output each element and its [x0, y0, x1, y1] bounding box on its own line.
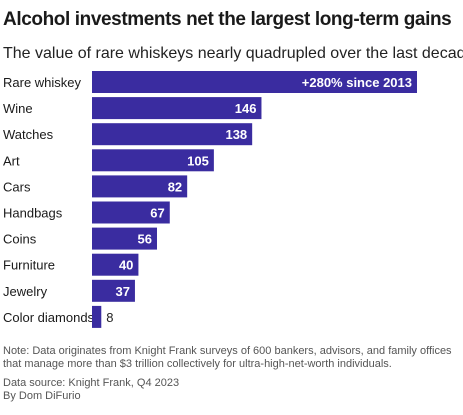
category-label: Color diamonds: [3, 310, 95, 325]
category-label: Rare whiskey: [3, 75, 82, 90]
data-label: 138: [225, 127, 247, 142]
data-label: 82: [168, 179, 182, 194]
data-label: 105: [187, 153, 209, 168]
bar-chart: Rare whiskey +280% since 2013 Wine 146 Watch…: [3, 71, 417, 328]
data-label: 8: [106, 310, 113, 325]
data-label: +280% since 2013: [302, 75, 412, 90]
bar: [92, 123, 253, 146]
bar: [92, 175, 188, 198]
data-label: 146: [235, 101, 257, 116]
bar: [92, 149, 214, 172]
data-label: 67: [150, 206, 164, 221]
bar: [92, 253, 139, 276]
category-label: Art: [3, 153, 20, 168]
bar: [92, 71, 417, 93]
data-source: Data source: Knight Frank, Q4 2023: [3, 377, 180, 389]
bar: [92, 305, 102, 328]
category-label: Cars: [3, 179, 31, 194]
data-label: 40: [119, 258, 133, 273]
bar: [92, 279, 135, 302]
chart-subtitle: The value of rare whiskeys nearly quadru…: [3, 45, 463, 62]
chart-note: Note: Data originates from Knight Frank …: [3, 345, 452, 370]
chart-title: Alcohol investments net the largest long…: [3, 9, 452, 30]
category-label: Jewelry: [3, 284, 48, 299]
category-label: Furniture: [3, 258, 55, 273]
category-label: Handbags: [3, 206, 63, 221]
bar: [92, 227, 157, 250]
category-label: Watches: [3, 127, 54, 142]
bar: [92, 201, 170, 224]
category-label: Wine: [3, 101, 33, 116]
category-label: Coins: [3, 232, 37, 247]
data-label: 37: [115, 284, 129, 299]
data-label: 56: [138, 232, 152, 247]
byline: By Dom DiFurio: [3, 390, 81, 402]
bar: [92, 97, 262, 120]
